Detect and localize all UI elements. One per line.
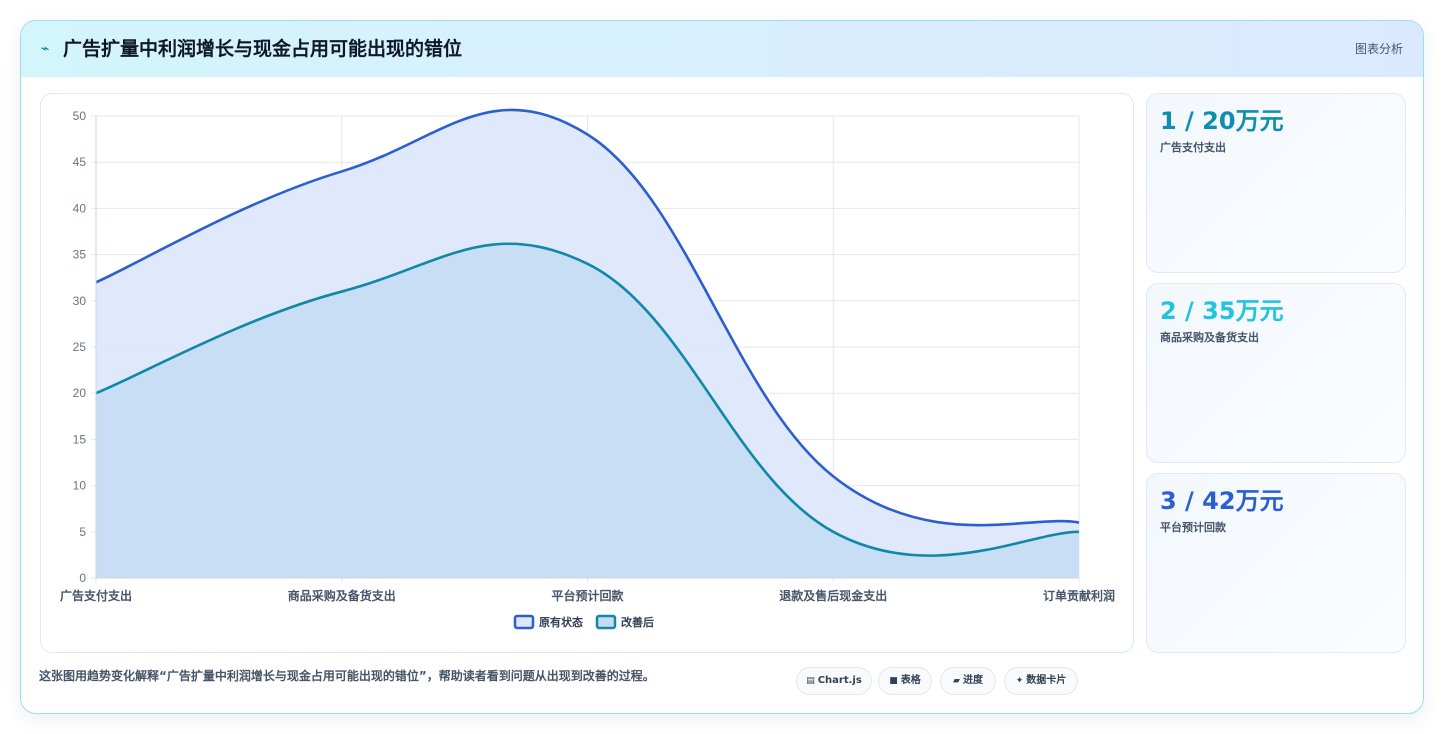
card-header: ⌁ 广告扩量中利润增长与现金占用可能出现的错位 图表分析 [21,21,1423,77]
chip-chartjs[interactable]: ▤ Chart.js [796,667,872,695]
x-tick-label: 广告支付支出 [60,588,132,603]
stat-value: 2 / 35万元 [1160,297,1284,325]
y-tick-label: 50 [73,109,87,123]
lightning-icon: ⌁ [41,41,50,57]
x-tick-label: 商品采购及备货支出 [288,588,396,603]
x-tick-label: 退款及售后现金支出 [779,588,887,603]
chip-label: 进度 [962,675,983,686]
y-tick-label: 20 [73,386,87,400]
y-tick-label: 40 [73,201,87,215]
legend-label: 改善后 [621,615,654,629]
stat-value: 1 / 20万元 [1160,107,1284,135]
sparkle-icon: ✦ [1015,676,1024,686]
series-area [96,243,1079,578]
stat-card-1: 1 / 20万元 广告支付支出 [1146,93,1406,273]
chip-label: 表格 [900,675,921,686]
chart-icon: ▤ [806,676,815,686]
stat-card-2: 2 / 35万元 商品采购及备货支出 [1146,283,1406,463]
chart-caption: 这张图用趋势变化解释“广告扩量中利润增长与现金占用可能出现的错位”，帮助读者看到… [39,669,655,683]
legend-swatch [595,614,617,630]
stat-value: 3 / 42万元 [1160,487,1284,515]
chip-label: Chart.js [817,675,862,686]
y-tick-label: 35 [73,248,87,262]
x-tick-label: 平台预计回款 [551,588,624,603]
chart-card: ⌁ 广告扩量中利润增长与现金占用可能出现的错位 图表分析 0 5 10 15 20 25 3… [20,20,1424,714]
table-icon: ■ [889,676,898,686]
legend-swatch [513,614,535,630]
series-line [95,108,1080,527]
chip-data-cards[interactable]: ✦ 数据卡片 [1004,667,1078,695]
page-title: 广告扩量中利润增长与现金占用可能出现的错位 [63,38,463,60]
stat-label: 商品采购及备货支出 [1160,331,1259,344]
analysis-tag: 图表分析 [1354,42,1403,56]
progress-icon: ▰ [953,676,960,686]
chart-panel: 0 5 10 15 20 25 30 35 40 45 50 广告支付支出 商品采购及备货支出 平台预计回… [40,93,1134,653]
y-tick-label: 15 [73,432,87,446]
y-tick-label: 30 [73,294,87,308]
x-tick-label: 订单贡献利润 [1043,588,1115,603]
legend-label: 原有状态 [539,615,583,629]
y-tick-label: 10 [73,479,87,493]
y-tick-label: 45 [73,155,87,169]
area-chart: 0 5 10 15 20 25 30 35 40 45 50 广告支付支出 商品采购及备货支出 平台预计回… [60,108,1115,630]
series-line [95,242,1080,557]
stat-label: 广告支付支出 [1160,141,1226,154]
y-tick-label: 25 [73,340,87,354]
y-tick-label: 0 [79,571,86,585]
stat-label: 平台预计回款 [1160,521,1226,534]
chip-label: 数据卡片 [1026,675,1067,686]
stat-card-3: 3 / 42万元 平台预计回款 [1146,473,1406,653]
chip-table[interactable]: ■ 表格 [878,667,932,695]
y-tick-label: 5 [79,525,86,539]
chip-progress[interactable]: ▰ 进度 [940,667,996,695]
